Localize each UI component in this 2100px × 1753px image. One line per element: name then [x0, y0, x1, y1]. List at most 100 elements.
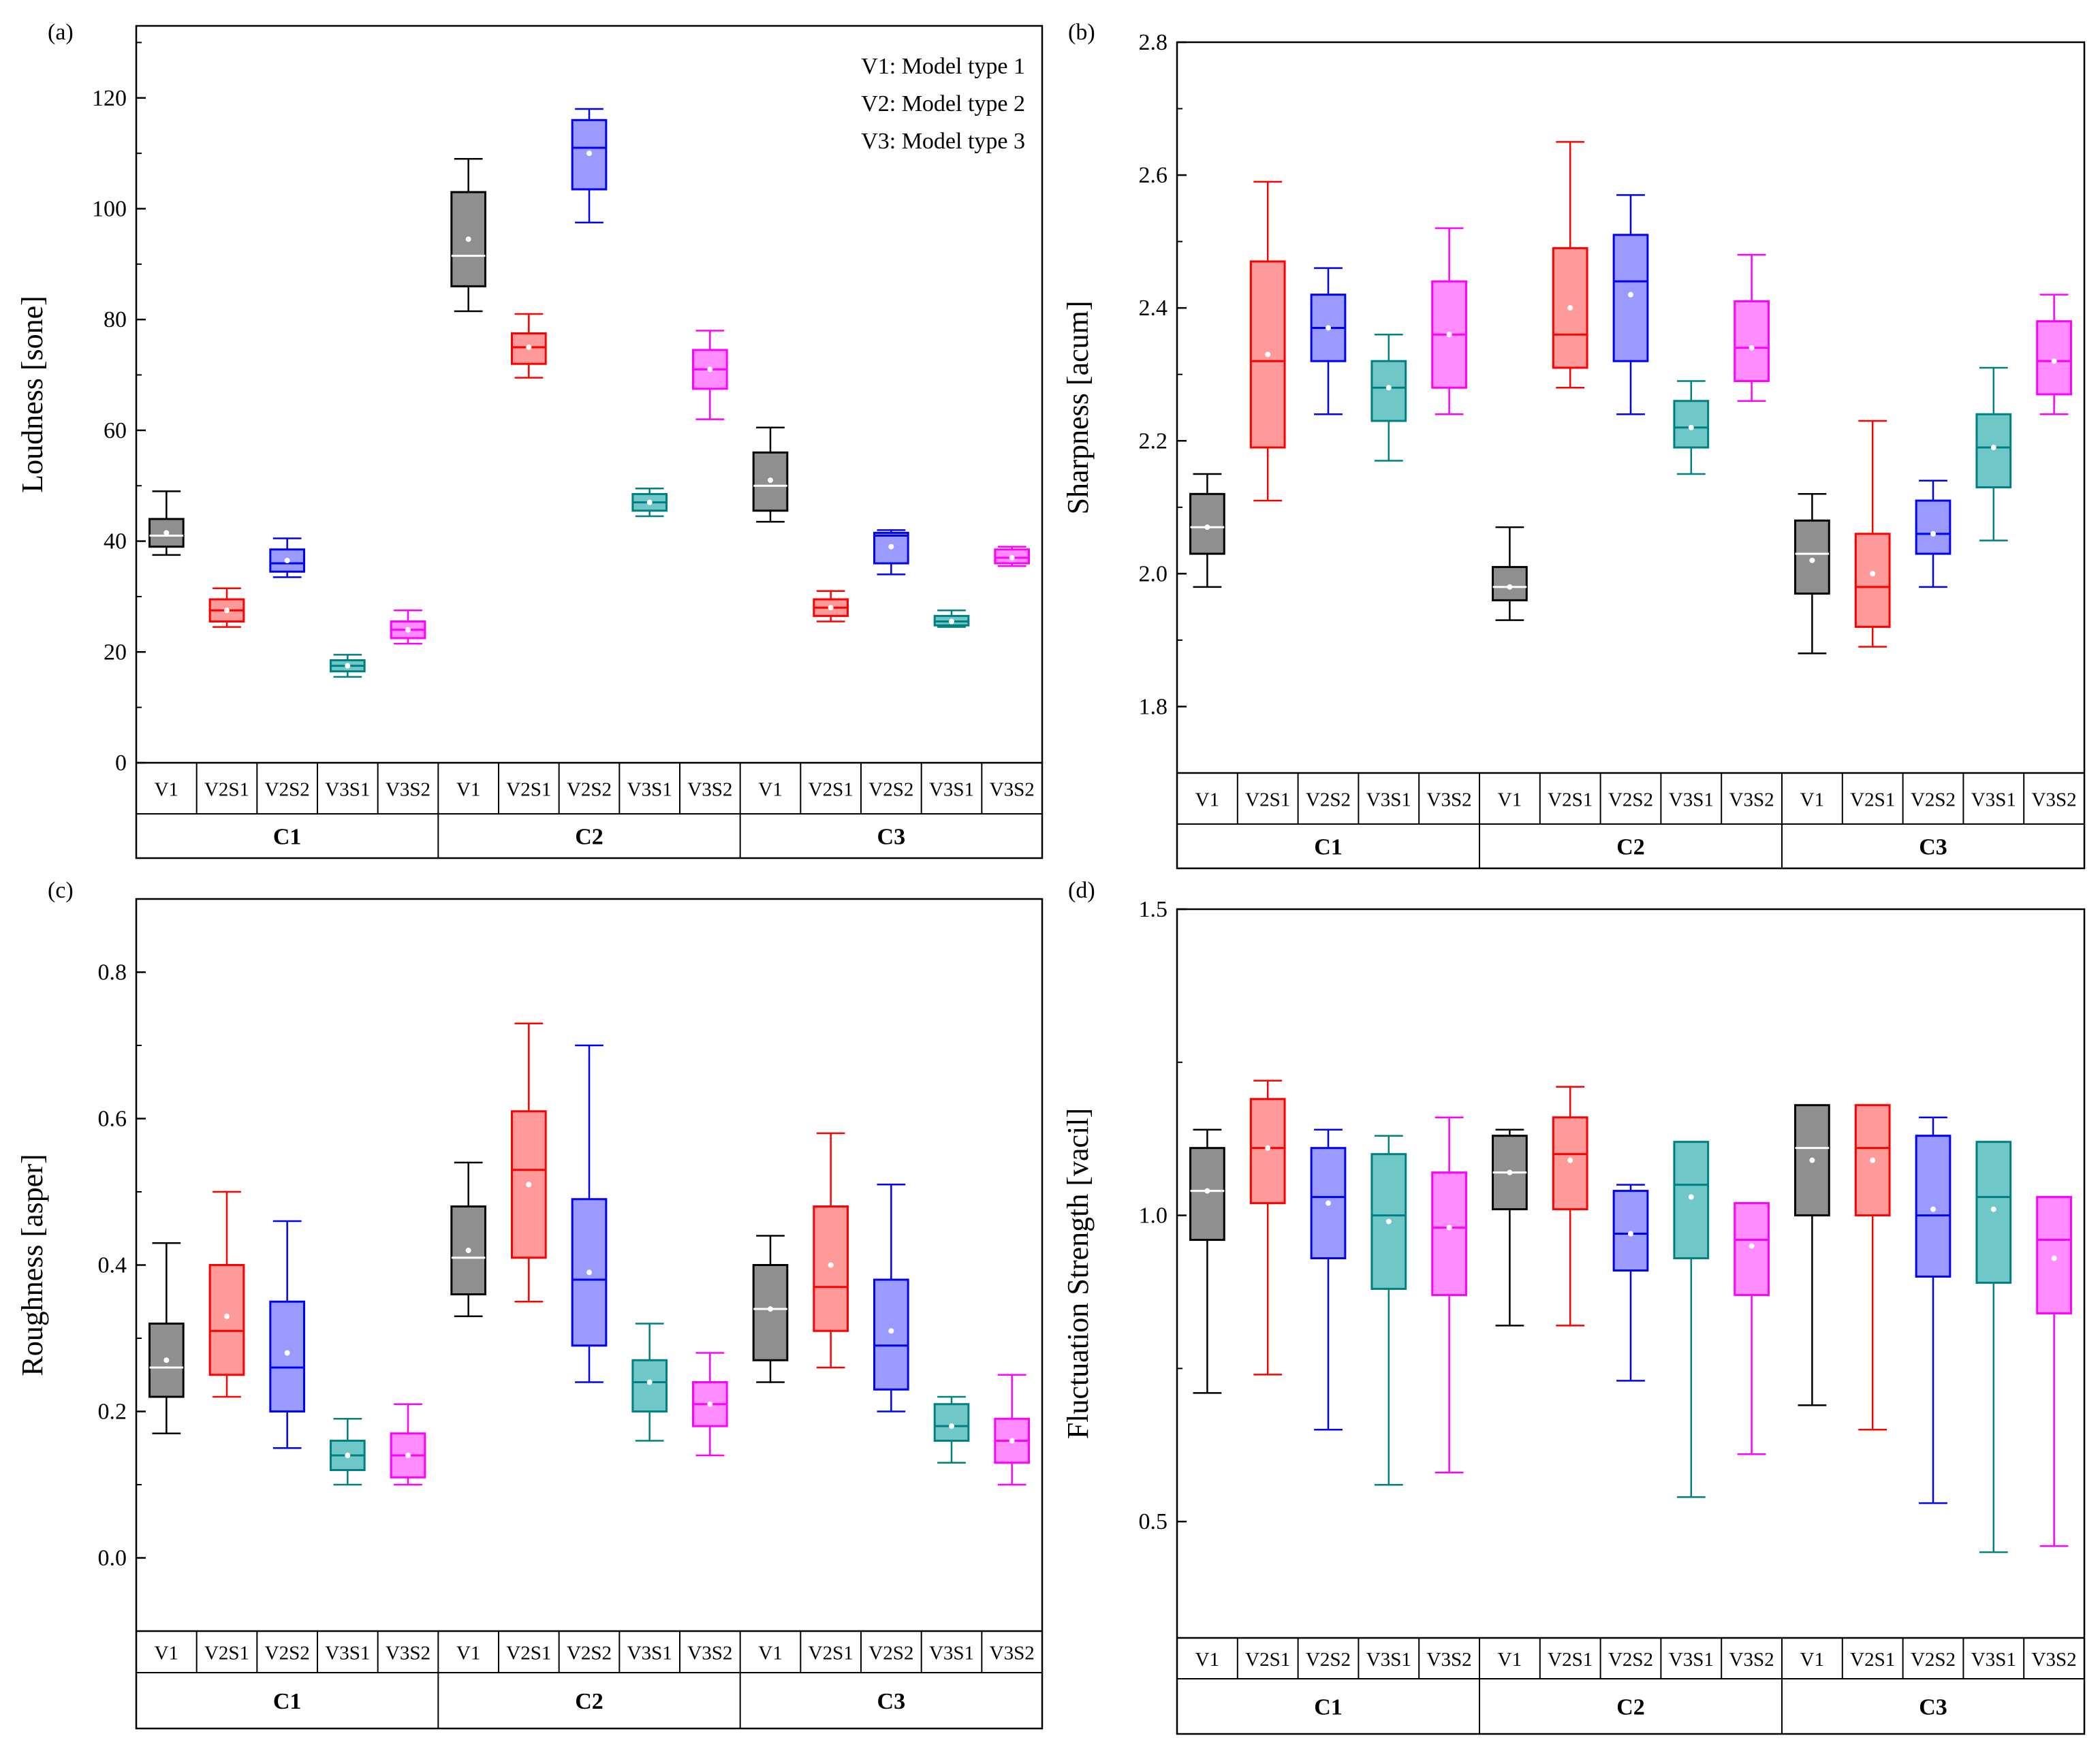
- box-c3-v3s2: [994, 546, 1030, 567]
- box-c2-v2s2: [1612, 1184, 1649, 1382]
- y-tick-label: 0: [115, 751, 127, 776]
- category-label-v2s2: V2S2: [868, 1643, 913, 1664]
- category-label-v2s2: V2S2: [1608, 1649, 1653, 1671]
- category-label-v3s2: V3S2: [1729, 1649, 1774, 1671]
- category-label-v2s2: V2S2: [265, 779, 310, 801]
- mean-marker: [1326, 1200, 1331, 1206]
- group-label-c1: C1: [273, 1689, 302, 1714]
- box-iqr: [1492, 566, 1528, 601]
- box-c3-v3s1: [1975, 366, 2012, 541]
- category-label-v2s1: V2S1: [1850, 789, 1895, 811]
- box-c3-v2s1: [813, 1132, 849, 1369]
- mean-marker: [2051, 358, 2057, 364]
- category-label-v3s2: V3S2: [1729, 789, 1774, 811]
- mean-marker: [1870, 571, 1876, 577]
- mean-marker: [888, 1328, 894, 1334]
- mean-marker: [284, 1350, 290, 1356]
- mean-marker: [345, 663, 351, 669]
- mean-marker: [1688, 424, 1694, 430]
- box-iqr: [1189, 1147, 1225, 1242]
- mean-marker: [1930, 531, 1936, 537]
- box-c2-v1: [1492, 526, 1528, 621]
- box-iqr: [269, 1300, 305, 1412]
- panel-label-c: (c): [48, 878, 74, 903]
- category-label-v3s1: V3S1: [929, 1643, 974, 1664]
- category-label-v3s1: V3S1: [1669, 789, 1714, 811]
- plot-frame: [135, 25, 1044, 859]
- group-label-c3: C3: [1919, 1695, 1947, 1720]
- mean-marker: [526, 344, 532, 350]
- mean-marker: [1628, 291, 1633, 298]
- mean-marker: [284, 558, 290, 564]
- mean-marker: [465, 1248, 471, 1253]
- box-c2-v2s2: [1612, 194, 1649, 415]
- box-c1-v3s1: [1370, 1135, 1407, 1486]
- category-label-v2s1: V2S1: [204, 1643, 249, 1664]
- mean-marker: [1446, 332, 1452, 338]
- box-c2-v3s1: [1673, 1141, 1710, 1498]
- box-iqr: [813, 1205, 849, 1332]
- mean-marker: [1265, 1145, 1271, 1151]
- y-tick-label: 0.0: [98, 1546, 127, 1571]
- box-c1-v3s2: [1431, 227, 1467, 415]
- category-label-v2s1: V2S1: [809, 779, 853, 801]
- mean-marker: [1204, 1188, 1210, 1194]
- category-label-v3s1: V3S1: [929, 779, 974, 801]
- box-c3-v2s1: [1854, 1104, 1891, 1431]
- category-label-v3s2: V3S2: [990, 1643, 1035, 1664]
- plot-frame: [1176, 41, 2086, 870]
- panel-c-roughness: (c) 0.0 0.2 0.4 0.6 0.8 Roughness [asper] V1 V2…: [16, 878, 1044, 1730]
- box-c3-v2s2: [873, 1184, 909, 1412]
- panel-label-a: (a): [48, 20, 74, 45]
- box-c2-v3s2: [692, 330, 728, 420]
- y-tick-label: 0.8: [98, 960, 127, 985]
- category-label-v1: V1: [1195, 1649, 1219, 1671]
- legend: V1: Model type 1 V2: Model type 2 V3: Mo…: [861, 54, 1025, 154]
- y-tick-label: 1.0: [1139, 1203, 1168, 1229]
- box-c2-v1: [1492, 1128, 1528, 1327]
- category-label-v2s2: V2S2: [1306, 1649, 1351, 1671]
- box-iqr: [752, 451, 789, 512]
- mean-marker: [646, 1379, 653, 1385]
- box-iqr: [873, 1278, 909, 1391]
- group-label-c3: C3: [877, 1689, 906, 1714]
- box-c2-v2s1: [1552, 141, 1588, 389]
- category-label-v2s1: V2S1: [1245, 789, 1290, 811]
- group-label-c1: C1: [273, 825, 302, 850]
- box-c3-v1: [752, 426, 789, 523]
- y-tick-label: 0.4: [98, 1253, 127, 1278]
- category-label-v3s2: V3S2: [386, 779, 430, 801]
- box-iqr: [208, 1264, 245, 1376]
- box-iqr: [450, 1205, 486, 1295]
- box-c2-v2s2: [571, 108, 608, 224]
- category-label-v2s2: V2S2: [868, 779, 913, 801]
- group-label-c2: C2: [1616, 1695, 1645, 1720]
- category-label-v3s1: V3S1: [1971, 1649, 2016, 1671]
- box-c3-v1: [1794, 493, 1830, 654]
- category-label-v1: V1: [758, 779, 782, 801]
- plot-frame: [135, 898, 1044, 1730]
- box-iqr: [1431, 1171, 1467, 1296]
- y-tick-label: 40: [104, 529, 127, 554]
- box-c1-v2s1: [208, 1190, 245, 1398]
- category-label-v2s1: V2S1: [506, 1643, 551, 1664]
- box-c1-v1: [148, 1242, 185, 1434]
- category-label-v2s2: V2S2: [567, 779, 612, 801]
- panel-b-sharpness: (b) 1.8 2.0 2.2 2.4 2.6 2.8 Sharpness [acum] V1…: [1061, 20, 2086, 870]
- box-c1-v3s2: [390, 610, 426, 645]
- category-label-v2s1: V2S1: [506, 779, 551, 801]
- mean-marker: [828, 1262, 834, 1268]
- mean-marker: [1265, 351, 1271, 358]
- y-tick-label: 0.5: [1139, 1509, 1168, 1534]
- mean-marker: [224, 607, 230, 614]
- category-label-v2s2: V2S2: [567, 1643, 612, 1664]
- mean-marker: [1385, 385, 1392, 391]
- mean-marker: [1385, 1218, 1392, 1225]
- box-c1-v2s1: [1249, 1079, 1286, 1376]
- y-tick-label: 100: [92, 196, 127, 221]
- box-iqr: [1794, 519, 1830, 595]
- box-iqr: [752, 1264, 789, 1361]
- box-c3-v3s1: [1975, 1141, 2012, 1553]
- category-label-v3s1: V3S1: [1971, 789, 2016, 811]
- y-tick-label: 1.5: [1139, 897, 1168, 922]
